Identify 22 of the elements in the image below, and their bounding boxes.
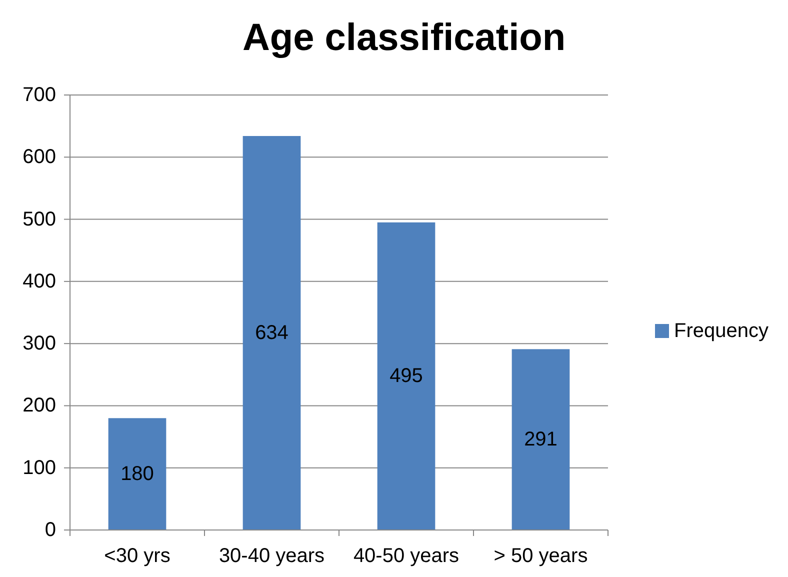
data-label: 291 <box>524 428 558 451</box>
data-label: 634 <box>255 322 288 344</box>
y-tick-label: 100 <box>22 456 56 479</box>
x-tick-label: 30-40 years <box>218 545 325 567</box>
data-label: 180 <box>120 463 154 486</box>
bar <box>242 136 301 530</box>
x-tick-label: 40-50 years <box>353 545 460 567</box>
chart-title: Age classification <box>242 17 566 59</box>
y-tick-label: 200 <box>22 394 56 417</box>
y-tick-label: 400 <box>22 270 56 292</box>
y-tick-label: 0 <box>44 519 56 541</box>
y-tick-label: 500 <box>22 208 56 230</box>
legend-label: Frequency <box>674 320 768 342</box>
bar <box>512 349 570 530</box>
x-tick-label: <30 yrs <box>104 545 170 567</box>
x-tick-label: > 50 years <box>494 545 588 567</box>
y-tick-label: 600 <box>22 146 56 168</box>
bar <box>377 222 436 530</box>
y-tick-label: 300 <box>22 332 56 355</box>
bar <box>108 418 166 530</box>
y-tick-label: 700 <box>22 84 56 106</box>
data-label: 495 <box>390 365 423 388</box>
